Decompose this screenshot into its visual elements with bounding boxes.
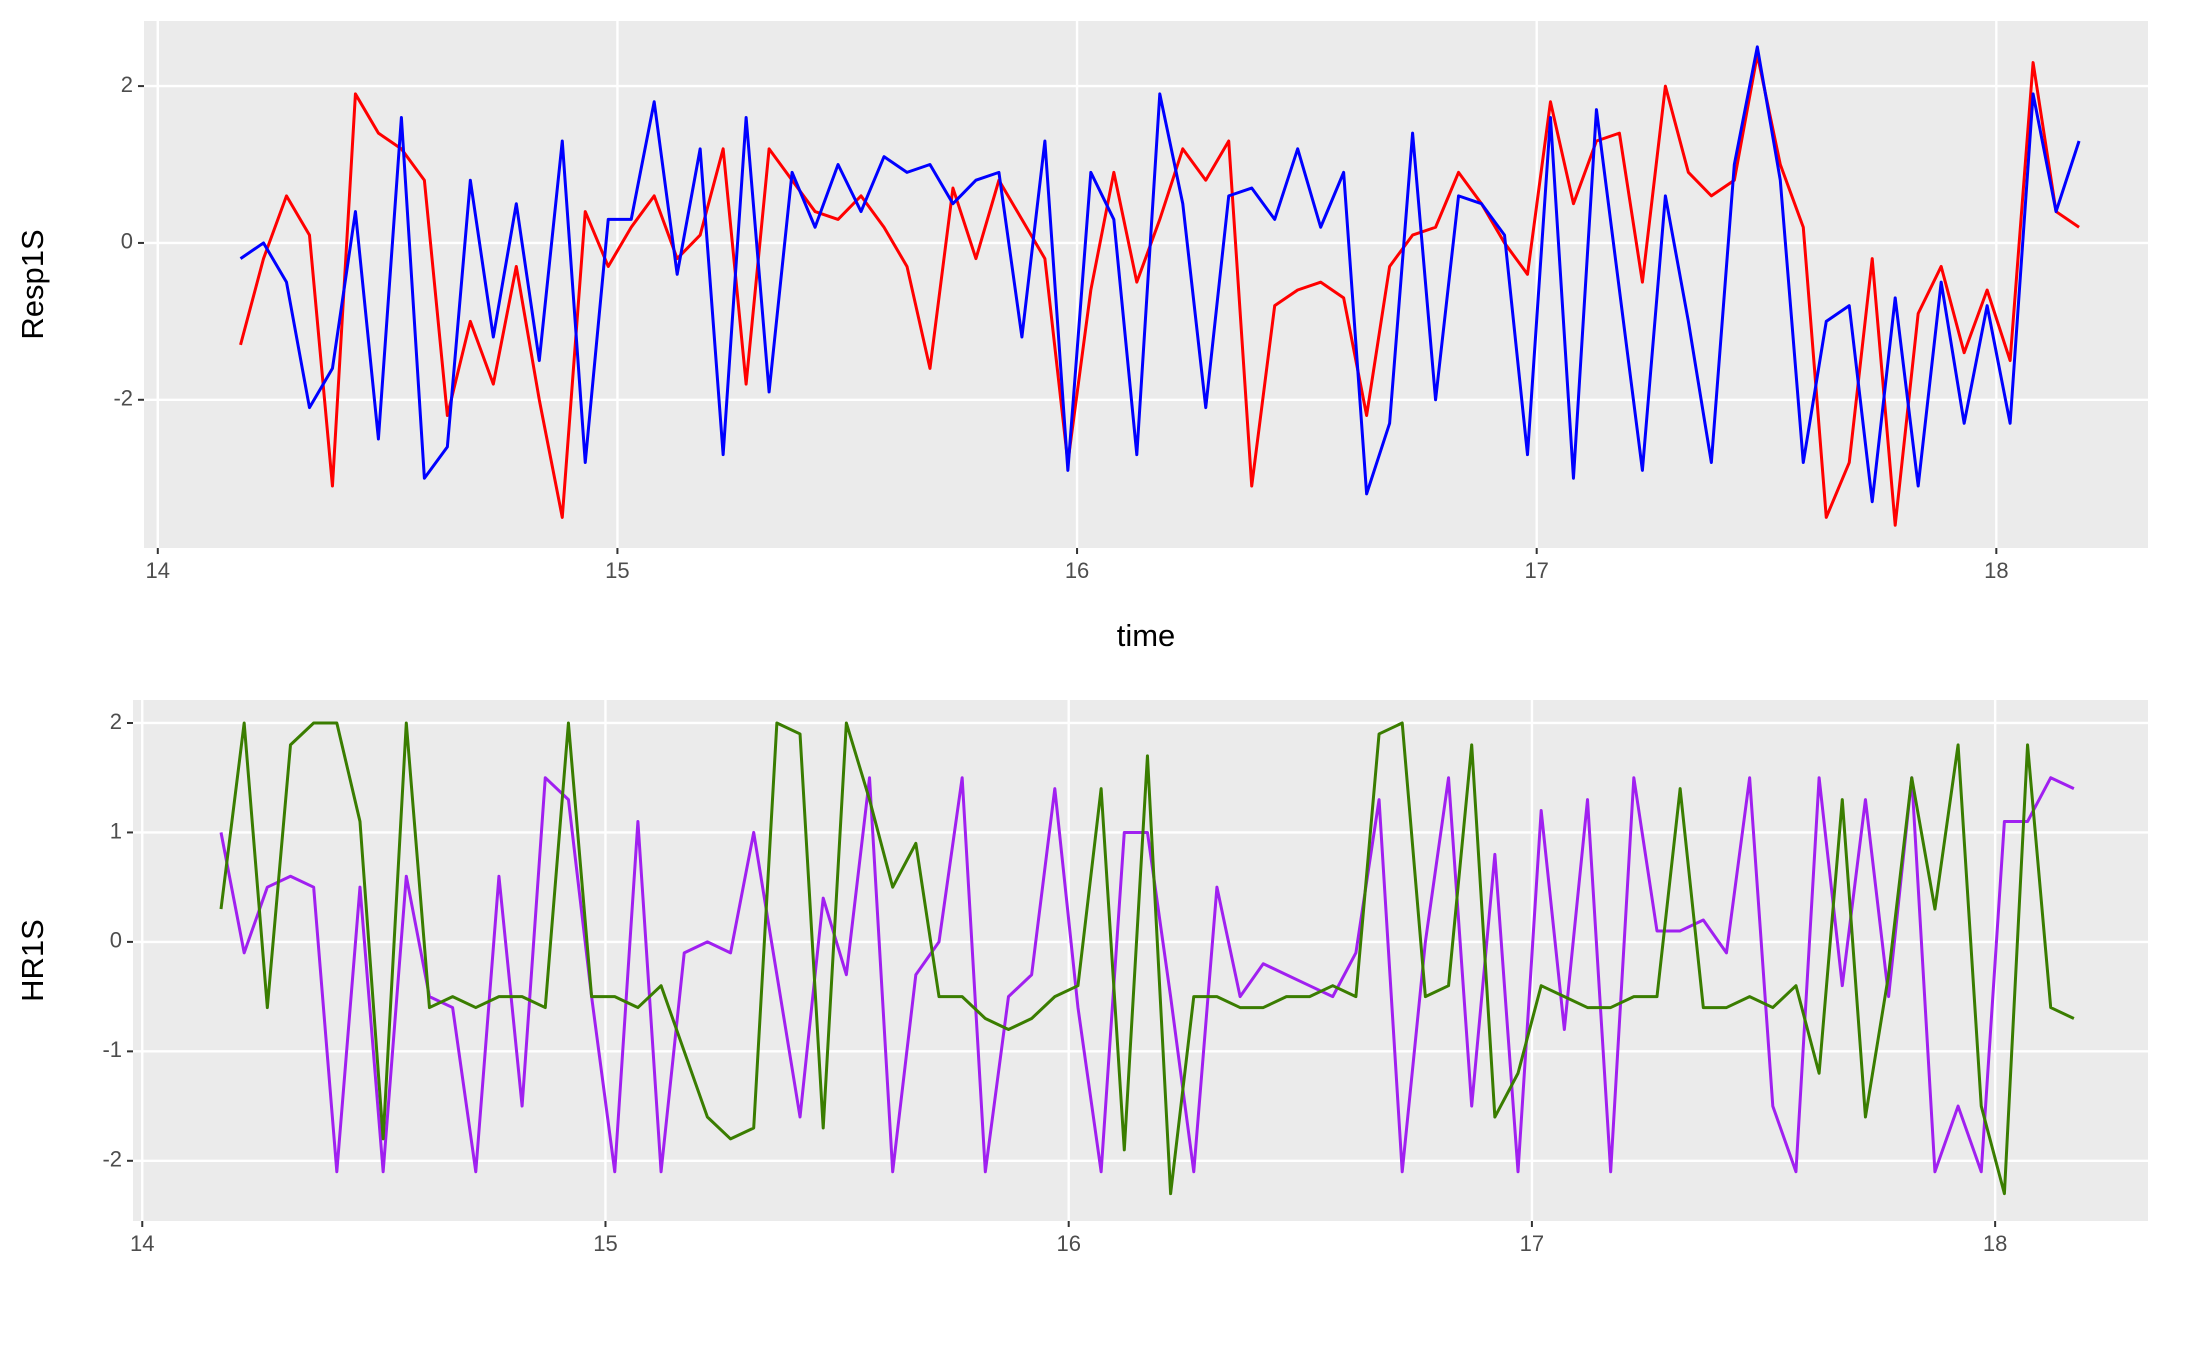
series-line (239, 45, 2081, 504)
y-tick-label: 2 (110, 709, 122, 734)
x-tick-label: 18 (1983, 1231, 2007, 1256)
y-tick-label: 1 (110, 818, 122, 843)
y-axis-title: HR1S (15, 919, 50, 1002)
x-tick-label: 15 (593, 1231, 617, 1256)
x-tick-label: 14 (146, 558, 170, 583)
y-axis-title: Resp1S (15, 229, 50, 339)
y-tick-label: 0 (121, 229, 133, 254)
x-axis-title: time (1117, 618, 1176, 653)
series-line (219, 776, 2075, 1174)
panel-background (133, 700, 2148, 1221)
series-line (219, 721, 2075, 1196)
y-tick-label: -2 (113, 386, 133, 411)
x-tick-label: 17 (1520, 1231, 1544, 1256)
y-tick-label: -1 (102, 1037, 122, 1062)
x-tick-label: 14 (130, 1231, 154, 1256)
y-tick-label: 2 (121, 72, 133, 97)
x-tick-label: 15 (605, 558, 629, 583)
y-tick-label: 0 (110, 928, 122, 953)
chart: -2-10121415161718timeHR1S (15, 700, 2148, 1256)
x-tick-label: 17 (1524, 558, 1548, 583)
chart: -2 0 2 14 15 16 17 18 time Resp1S (15, 21, 2148, 653)
x-tick-label: 18 (1984, 558, 2008, 583)
y-tick-label: -2 (102, 1147, 122, 1172)
panel-background (144, 21, 2148, 548)
x-tick-label: 16 (1056, 1231, 1080, 1256)
x-tick-label: 16 (1065, 558, 1089, 583)
